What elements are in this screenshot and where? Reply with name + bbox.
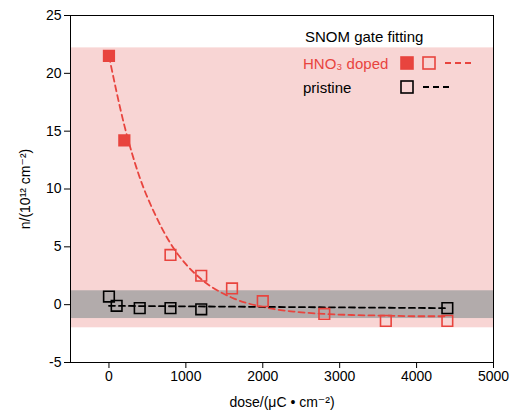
html-text:HNO₃ doped: HNO₃ doped [303,54,389,72]
svg-text:2000: 2000 [247,368,278,384]
svg-text:1000: 1000 [170,368,201,384]
svg-text:10: 10 [46,180,62,196]
svg-text:0: 0 [54,296,62,312]
svg-text:-5: -5 [49,354,62,370]
svg-text:5000: 5000 [478,368,509,384]
svg-text:dose/(μC • cm⁻²): dose/(μC • cm⁻²) [229,394,334,410]
svg-text:25: 25 [46,7,62,23]
svg-text:20: 20 [46,65,62,81]
svg-text:0: 0 [105,368,113,384]
svg-text:3000: 3000 [324,368,355,384]
svg-text:5: 5 [54,238,62,254]
html-text:pristine: pristine [303,78,352,96]
html-text:SNOM gate fitting: SNOM gate fitting [305,28,424,45]
svg-text:15: 15 [46,123,62,139]
svg-text:4000: 4000 [401,368,432,384]
svg-text:n/(10¹² cm⁻²): n/(10¹² cm⁻²) [17,149,33,230]
